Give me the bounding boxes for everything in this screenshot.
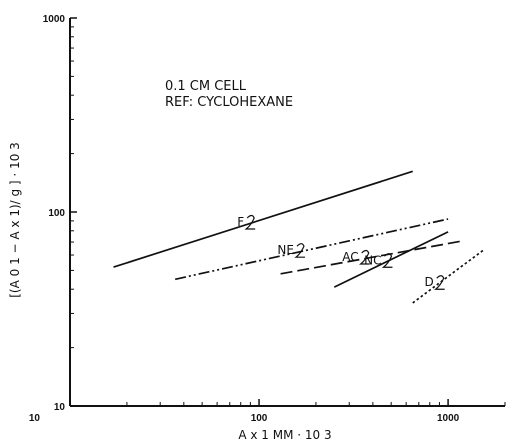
series-label-hook (381, 253, 393, 268)
x-axis-label: A x 1 MM · 10 3 (238, 428, 331, 442)
y-axis-label: [(A 0 1 − A x 1)/ g ] · 10 3 (8, 142, 22, 298)
y-tick-label: 1000 (43, 14, 66, 25)
series-label-nc: NC (364, 253, 393, 268)
series-label-ac: AC (342, 249, 370, 265)
y-tick-label: 100 (48, 208, 65, 219)
series-label-text: AC (342, 250, 358, 264)
series: F NE AC NC D (113, 170, 485, 304)
annotation-line-1: 0.1 CM CELL (165, 79, 247, 94)
x-tick-label: 1000 (437, 413, 460, 424)
series-line-ac (280, 240, 464, 275)
x-tick-label: 100 (251, 413, 268, 424)
series-label-text: F (237, 215, 244, 229)
annotation-text: 0.1 CM CELL REF: CYCLOHEXANE (165, 79, 293, 110)
x-tick-label: 10 (29, 413, 41, 424)
series-line-ne (174, 218, 449, 281)
series-line-f (113, 170, 413, 268)
annotation-line-2: REF: CYCLOHEXANE (165, 95, 293, 110)
series-line-d (412, 248, 485, 304)
series-label-text: NC (364, 253, 381, 267)
series-line-nc (333, 231, 449, 288)
series-label-hook (433, 275, 445, 290)
series-label-hook (244, 214, 256, 230)
series-label-text: NE (277, 243, 294, 257)
series-label-ne: NE (277, 243, 305, 258)
ticks: 10 100 1000 10 100 1000 (29, 14, 506, 424)
series-label-hook (294, 243, 305, 258)
y-tick-label: 10 (54, 402, 66, 413)
series-label-f: F (237, 214, 256, 230)
series-label-hook (358, 249, 370, 265)
series-label-text: D (424, 275, 433, 289)
series-label-d: D (424, 275, 445, 290)
